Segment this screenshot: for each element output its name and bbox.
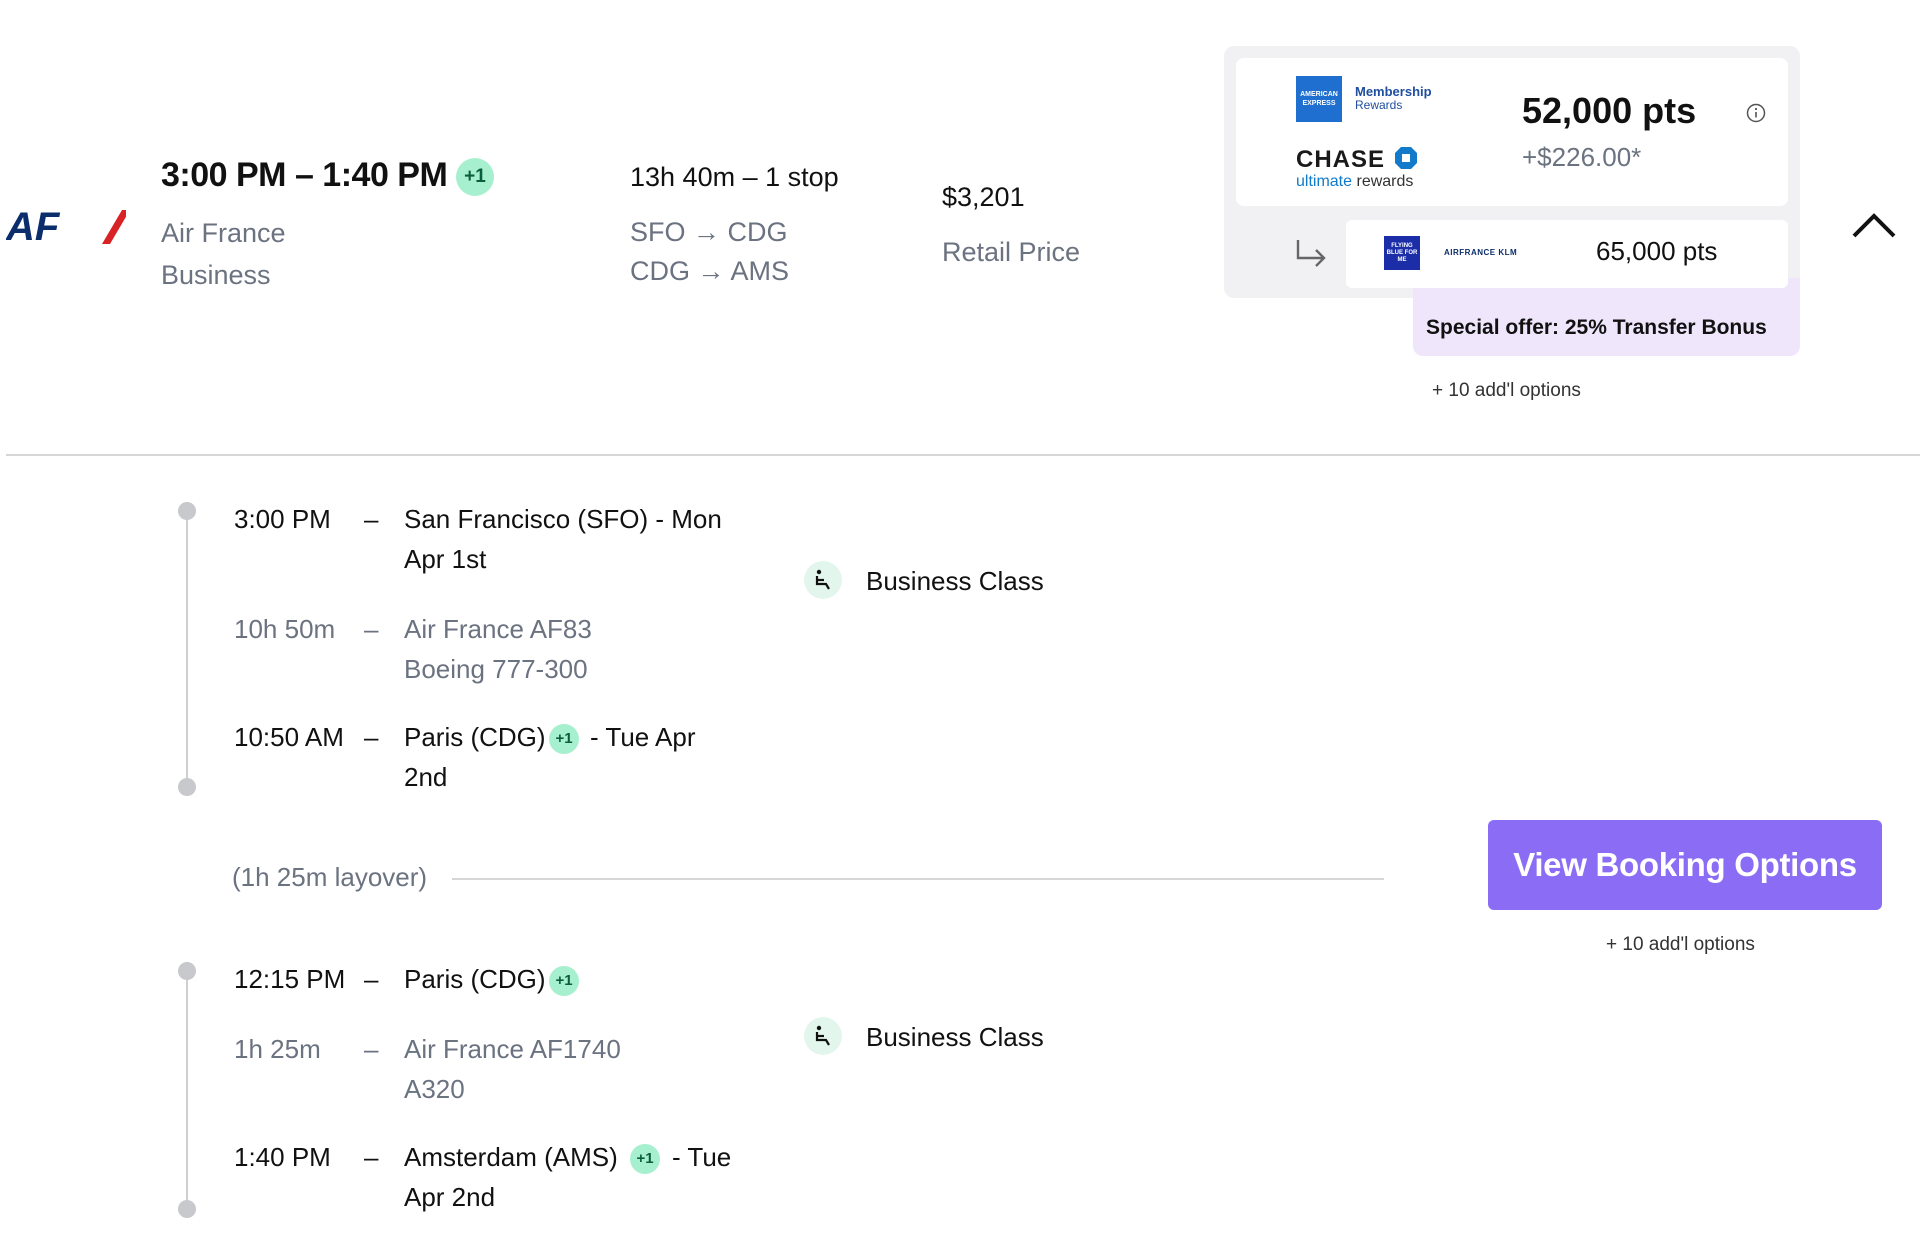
airfrance-klm-logo: AIRFRANCE KLM xyxy=(1444,248,1518,257)
arrival-date: - Tue Apr xyxy=(590,722,696,752)
special-offer-text: Special offer: 25% Transfer Bonus xyxy=(1426,316,1767,339)
flight-times: 3:00 PM – 1:40 PM xyxy=(161,156,448,194)
flight-number: Air France AF1740 xyxy=(404,1034,621,1064)
segment-duration: 10h 50m xyxy=(234,614,336,644)
arrow-turn-icon xyxy=(1292,236,1332,276)
arrival-time: 10:50 AM xyxy=(234,722,344,752)
booking-addl-options[interactable]: + 10 add'l options xyxy=(1606,934,1755,955)
dash: – xyxy=(364,1142,379,1172)
layover-divider xyxy=(452,878,1384,880)
arrival-time: 1:40 PM xyxy=(234,1142,331,1172)
departure-place: San Francisco (SFO) - Mon xyxy=(404,504,722,534)
points-addl-options[interactable]: + 10 add'l options xyxy=(1432,380,1581,401)
airline-name: Air France xyxy=(161,218,286,248)
dash: – xyxy=(364,504,379,534)
retail-price-label: Retail Price xyxy=(942,237,1081,267)
flying-blue-logo: FLYING BLUE FOR ME xyxy=(1384,236,1420,270)
segment-duration: 1h 25m xyxy=(234,1034,321,1064)
amex-rewards-label: Rewards xyxy=(1355,98,1403,112)
arrival-date-line2: Apr 2nd xyxy=(404,1182,496,1212)
timeline-dot xyxy=(178,502,196,520)
seat-icon xyxy=(804,561,842,599)
departure-time: 3:00 PM xyxy=(234,504,331,534)
flight-duration: 13h 40m – 1 stop xyxy=(630,162,839,192)
cabin-class: Business Class xyxy=(866,566,1044,596)
flight-number: Air France AF83 xyxy=(404,614,592,644)
header-divider xyxy=(6,454,1920,456)
dash: – xyxy=(364,722,379,752)
svg-text:AF: AF xyxy=(6,206,61,246)
timeline-dot xyxy=(178,962,196,980)
aircraft-type: A320 xyxy=(404,1074,465,1104)
airline-logo: AF xyxy=(5,205,130,249)
arrival-date: - Tue xyxy=(672,1142,732,1172)
route-segment-1: SFO → CDG xyxy=(630,217,788,247)
timeline-line-1 xyxy=(186,512,188,788)
timeline-dot xyxy=(178,778,196,796)
departure-place: Paris (CDG) xyxy=(404,964,546,994)
dash: – xyxy=(364,1034,379,1064)
transfer-points-amount: 65,000 pts xyxy=(1596,236,1718,266)
arrival-date-line2: 2nd xyxy=(404,762,448,792)
dash: – xyxy=(364,964,379,994)
plus-day-badge: +1 xyxy=(456,158,494,196)
amex-membership-label: Membership xyxy=(1355,84,1432,99)
info-icon[interactable] xyxy=(1746,103,1766,123)
dash: – xyxy=(364,614,379,644)
points-amount: 52,000 pts xyxy=(1522,90,1697,131)
cabin-class: Business Class xyxy=(866,1022,1044,1052)
chase-logo: CHASE xyxy=(1296,146,1386,173)
amex-logo: AMERICAN EXPRESS xyxy=(1296,76,1342,122)
layover-label: (1h 25m layover) xyxy=(232,862,428,892)
chase-octagon-icon xyxy=(1394,146,1418,170)
view-booking-options-button[interactable]: View Booking Options xyxy=(1488,820,1882,910)
arrival-place: Amsterdam (AMS) xyxy=(404,1142,618,1172)
seat-icon xyxy=(804,1017,842,1055)
arrival-place: Paris (CDG) xyxy=(404,722,546,752)
retail-price: $3,201 xyxy=(942,182,1025,212)
timeline-line-2 xyxy=(186,976,188,1212)
plus-day-badge: +1 xyxy=(630,1144,660,1174)
timeline-dot xyxy=(178,1200,196,1218)
points-fee: +$226.00* xyxy=(1522,142,1642,172)
departure-place-date: Apr 1st xyxy=(404,544,487,574)
plus-day-badge: +1 xyxy=(549,724,579,754)
plus-day-badge: +1 xyxy=(549,966,579,996)
route-segment-2: CDG → AMS xyxy=(630,256,790,286)
departure-time: 12:15 PM xyxy=(234,964,346,994)
cabin-name: Business xyxy=(161,260,271,290)
chase-subtitle: ultimate rewards xyxy=(1296,173,1414,190)
aircraft-type: Boeing 777-300 xyxy=(404,654,588,684)
chevron-up-icon[interactable] xyxy=(1852,210,1896,240)
offer-banner xyxy=(1413,278,1800,356)
